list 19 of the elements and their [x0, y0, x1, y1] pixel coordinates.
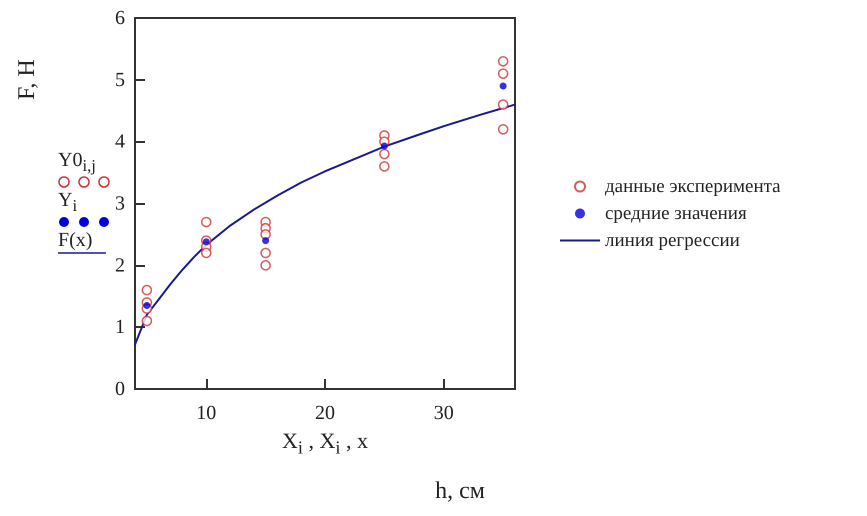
x-tick-label: 10 — [196, 402, 216, 424]
y-axis-title: F, H — [14, 59, 41, 100]
y-tick-label: 2 — [115, 254, 125, 276]
y-tick-label: 1 — [115, 316, 125, 338]
y-tick-label: 6 — [115, 7, 125, 29]
x-tick-label: 30 — [434, 402, 454, 424]
text: Y0$_{i,j}$ — [58, 149, 97, 176]
text: h, см — [434, 478, 486, 505]
x-tick-label: 20 — [315, 402, 335, 424]
y-tick-label: 4 — [115, 130, 125, 153]
text: F(x) — [58, 229, 94, 251]
legend-label: средние значения — [605, 203, 747, 224]
text: Y$_{i}$ — [58, 189, 78, 216]
legend-label: данные эксперимента — [605, 176, 782, 197]
y-tick-label: 0 — [115, 378, 125, 400]
x-axis-title: X$_{i}$ , X$_{i}$ , x — [281, 428, 369, 458]
y-tick-label: 3 — [115, 192, 125, 214]
y-tick-label: 5 — [115, 68, 125, 91]
legend-label: линия регрессии — [605, 230, 740, 251]
